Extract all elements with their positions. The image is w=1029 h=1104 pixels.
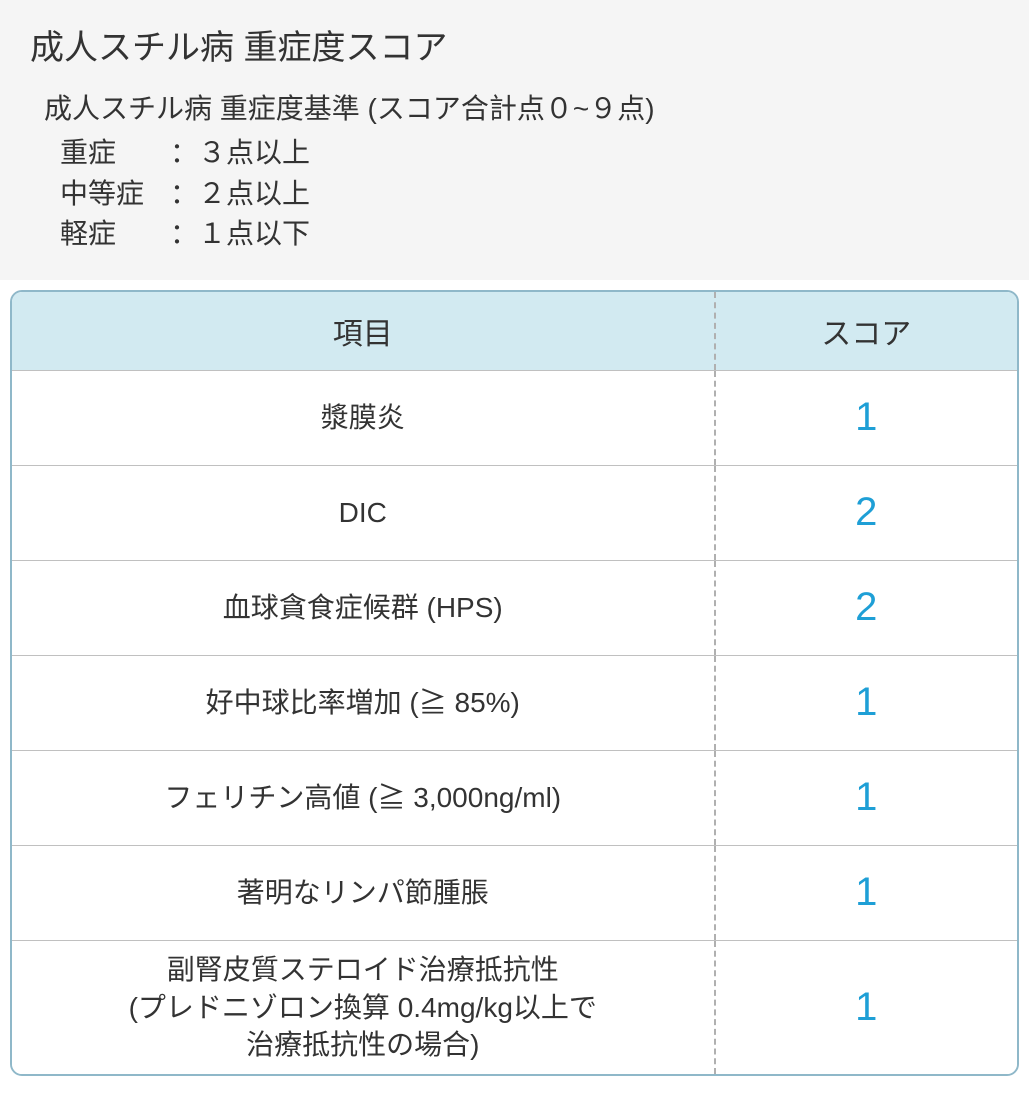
cell-item: フェリチン高値 (≧ 3,000ng/ml) (12, 751, 716, 845)
criteria-label: 軽症 (60, 214, 170, 255)
cell-score: 1 (716, 846, 1018, 940)
criteria-row: 重症 ：３点以上 (60, 133, 999, 174)
cell-score: 1 (716, 941, 1018, 1074)
score-table: 項目 スコア 漿膜炎 1 DIC 2 血球貪食症候群 (HPS) 2 好中球比率… (10, 290, 1019, 1076)
cell-item: 好中球比率増加 (≧ 85%) (12, 656, 716, 750)
header-score-col: スコア (716, 292, 1018, 370)
table-row: フェリチン高値 (≧ 3,000ng/ml) 1 (12, 750, 1017, 845)
subtitle: 成人スチル病 重症度基準 (スコア合計点０~９点) (44, 87, 999, 127)
criteria-value: ：１点以下 (170, 214, 310, 255)
cell-score: 2 (716, 561, 1018, 655)
cell-score: 1 (716, 656, 1018, 750)
main-title: 成人スチル病 重症度スコア (30, 20, 999, 69)
cell-score: 2 (716, 466, 1018, 560)
table-row: 副腎皮質ステロイド治療抵抗性(プレドニゾロン換算 0.4mg/kg以上で治療抵抗… (12, 940, 1017, 1074)
cell-score: 1 (716, 371, 1018, 465)
cell-item: 漿膜炎 (12, 371, 716, 465)
table-header-row: 項目 スコア (12, 292, 1017, 370)
criteria-label: 重症 (60, 133, 170, 174)
cell-score: 1 (716, 751, 1018, 845)
header-item-col: 項目 (12, 292, 716, 370)
table-row: 漿膜炎 1 (12, 370, 1017, 465)
cell-item: DIC (12, 466, 716, 560)
criteria-row: 軽症 ：１点以下 (60, 214, 999, 255)
header-section: 成人スチル病 重症度スコア 成人スチル病 重症度基準 (スコア合計点０~９点) … (0, 0, 1029, 280)
table-row: 著明なリンパ節腫脹 1 (12, 845, 1017, 940)
cell-item: 副腎皮質ステロイド治療抵抗性(プレドニゾロン換算 0.4mg/kg以上で治療抵抗… (12, 941, 716, 1074)
criteria-label: 中等症 (60, 174, 170, 215)
criteria-list: 重症 ：３点以上 中等症 ：２点以上 軽症 ：１点以下 (60, 133, 999, 255)
criteria-value: ：３点以上 (170, 133, 310, 174)
criteria-value: ：２点以上 (170, 174, 310, 215)
table-wrapper: 項目 スコア 漿膜炎 1 DIC 2 血球貪食症候群 (HPS) 2 好中球比率… (0, 280, 1029, 1086)
criteria-row: 中等症 ：２点以上 (60, 174, 999, 215)
cell-item: 血球貪食症候群 (HPS) (12, 561, 716, 655)
table-row: 血球貪食症候群 (HPS) 2 (12, 560, 1017, 655)
table-row: DIC 2 (12, 465, 1017, 560)
cell-item: 著明なリンパ節腫脹 (12, 846, 716, 940)
table-row: 好中球比率増加 (≧ 85%) 1 (12, 655, 1017, 750)
